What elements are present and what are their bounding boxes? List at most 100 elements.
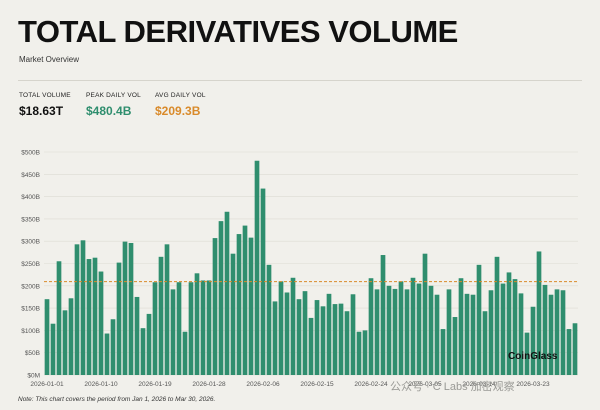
x-tick-label: 2026-03-05 [408, 381, 442, 388]
volume-bar [284, 292, 290, 375]
coinglass-logo: CoinGlass [508, 351, 558, 362]
volume-bar [68, 298, 74, 375]
volume-bar [50, 323, 56, 375]
volume-bar [356, 331, 362, 375]
volume-bar [92, 257, 98, 375]
volume-bar [440, 329, 446, 375]
volume-bar [44, 299, 50, 375]
volume-bar [194, 273, 200, 375]
volume-bar [470, 294, 476, 375]
volume-bar [266, 264, 272, 375]
y-tick-label: $100B [21, 328, 40, 335]
volume-bar [56, 261, 62, 375]
volume-bar [566, 329, 572, 375]
volume-bar [332, 304, 338, 375]
stat-total-volume: TOTAL VOLUME $18.63T [19, 92, 71, 118]
volume-bar [572, 323, 578, 375]
volume-bar [212, 238, 218, 375]
x-tick-label: 2026-01-28 [192, 381, 226, 388]
volume-bar-chart: $0M $50B $100B $150B $200B $250B $300B $350B $40… [21, 150, 578, 388]
x-tick-label: 2026-02-15 [300, 381, 334, 388]
volume-bar [314, 300, 320, 375]
y-tick-label: $500B [21, 150, 40, 157]
stat-avg-daily-vol: AVG DAILY VOL $209.3B [155, 92, 206, 118]
volume-bar [278, 281, 284, 375]
stat-avg-daily-vol-label: AVG DAILY VOL [155, 92, 206, 99]
volume-bar [554, 289, 560, 375]
volume-bar [350, 294, 356, 375]
volume-bar [230, 253, 236, 375]
volume-bar [392, 288, 398, 375]
volume-bar [62, 310, 68, 375]
stat-peak-daily-vol-label: PEAK DAILY VOL [86, 92, 141, 99]
y-tick-label: $350B [21, 216, 40, 223]
y-tick-label: $400B [21, 194, 40, 201]
volume-bar [104, 333, 110, 375]
volume-bar [482, 311, 488, 375]
volume-bar [140, 328, 146, 375]
volume-bar [128, 242, 134, 375]
volume-bar [200, 280, 206, 375]
page-subtitle: Market Overview [19, 55, 80, 64]
volume-bar [80, 240, 86, 375]
volume-bar [254, 160, 260, 375]
volume-bar [410, 277, 416, 375]
page-title: TOTAL DERIVATIVES VOLUME [18, 14, 458, 49]
x-tick-label: 2026-03-14 [462, 381, 496, 388]
y-tick-label: $150B [21, 306, 40, 313]
volume-bar [188, 282, 194, 375]
volume-bar [542, 284, 548, 375]
wechat-watermark: 公众号 · C Labs 加密观察 [390, 381, 515, 393]
volume-bar [530, 306, 536, 375]
volume-bar [518, 293, 524, 375]
volume-bar [260, 188, 266, 375]
volume-bar [164, 244, 170, 375]
volume-bar [98, 271, 104, 375]
stat-peak-daily-vol-value: $480.4B [86, 104, 132, 118]
x-tick-label: 2026-02-24 [354, 381, 388, 388]
volume-bar [404, 289, 410, 375]
volume-bar [110, 319, 116, 375]
volume-bar [536, 251, 542, 375]
volume-bar [344, 311, 350, 375]
volume-bar [122, 241, 128, 375]
volume-bar [206, 280, 212, 375]
y-tick-label: $300B [21, 239, 40, 246]
volume-bar [548, 294, 554, 375]
volume-bar [74, 244, 80, 375]
x-tick-label: 2026-03-23 [516, 381, 550, 388]
volume-bar [524, 332, 530, 375]
volume-bar [290, 277, 296, 375]
stat-total-volume-value: $18.63T [19, 104, 64, 118]
volume-bar [398, 281, 404, 375]
y-tick-label: $450B [21, 172, 40, 179]
x-tick-label: 2026-01-01 [30, 381, 64, 388]
volume-bar [134, 296, 140, 375]
stat-avg-daily-vol-value: $209.3B [155, 104, 201, 118]
volume-bar [428, 285, 434, 375]
y-tick-label: $50B [25, 350, 40, 357]
volume-bar [464, 293, 470, 375]
volume-bar [458, 278, 464, 375]
volume-bar [326, 293, 332, 375]
volume-bar [152, 282, 158, 375]
volume-bar [434, 294, 440, 375]
volume-bar [338, 303, 344, 375]
volume-bar [494, 256, 500, 375]
volume-bar [560, 290, 566, 375]
volume-bar [446, 289, 452, 375]
volume-bar [158, 256, 164, 375]
volume-bar [308, 317, 314, 375]
x-tick-label: 2026-01-10 [84, 381, 118, 388]
volume-bar [380, 255, 386, 375]
volume-bar [182, 331, 188, 375]
x-tick-label: 2026-01-19 [138, 381, 172, 388]
volume-bar [476, 264, 482, 375]
volume-bar [248, 237, 254, 375]
volume-bar [224, 211, 230, 375]
y-tick-label: $250B [21, 261, 40, 268]
volume-bar [242, 225, 248, 375]
volume-bar [386, 285, 392, 375]
volume-bar [362, 330, 368, 375]
stat-total-volume-label: TOTAL VOLUME [19, 92, 71, 99]
